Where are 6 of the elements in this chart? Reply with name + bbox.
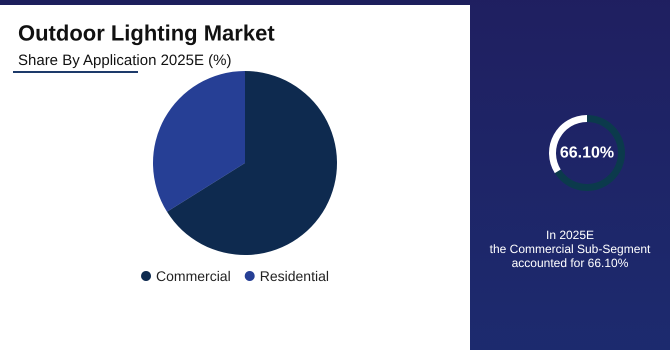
- legend-label: Residential: [260, 268, 329, 284]
- text: In 2025E the Commercial Sub-Segment accounted for 66.10%: [490, 228, 652, 270]
- chart-subtitle: Share By Application 2025E (%): [18, 52, 232, 69]
- chart-title: Outdoor Lighting Market: [18, 20, 276, 46]
- legend-label: Commercial: [156, 268, 231, 284]
- text: 66.10%: [560, 144, 614, 162]
